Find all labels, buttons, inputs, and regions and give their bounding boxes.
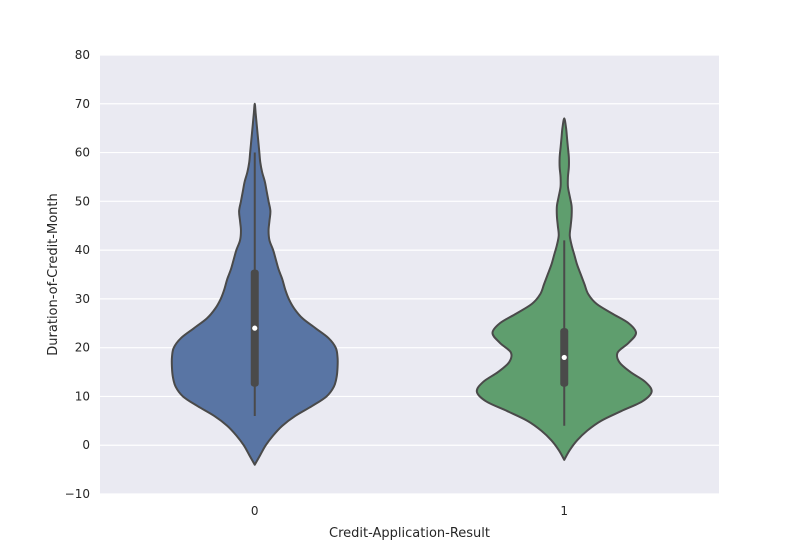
plot-background xyxy=(100,55,719,494)
y-tick-label: 40 xyxy=(75,243,90,257)
x-axis-title: Credit-Application-Result xyxy=(329,526,490,541)
y-tick-label: 30 xyxy=(75,292,90,306)
y-tick-label: 10 xyxy=(75,389,90,403)
y-axis-title: Duration-of-Credit-Month xyxy=(46,193,61,355)
y-tick-label: −10 xyxy=(65,487,90,501)
violin-median-0 xyxy=(252,325,258,331)
violins xyxy=(170,102,653,466)
y-tick-label: 0 xyxy=(82,438,90,452)
y-tick-label: 80 xyxy=(75,48,90,62)
y-tick-label: 50 xyxy=(75,194,90,208)
y-tick-label: 20 xyxy=(75,341,90,355)
violin-median-1 xyxy=(561,354,567,361)
y-tick-label: 60 xyxy=(75,146,90,160)
y-tick-label: 70 xyxy=(75,97,90,111)
y-axis-ticks: −10 0 10 20 30 40 50 60 70 80 xyxy=(65,48,90,501)
x-tick-label: 0 xyxy=(251,504,259,518)
x-tick-label: 1 xyxy=(560,504,568,518)
